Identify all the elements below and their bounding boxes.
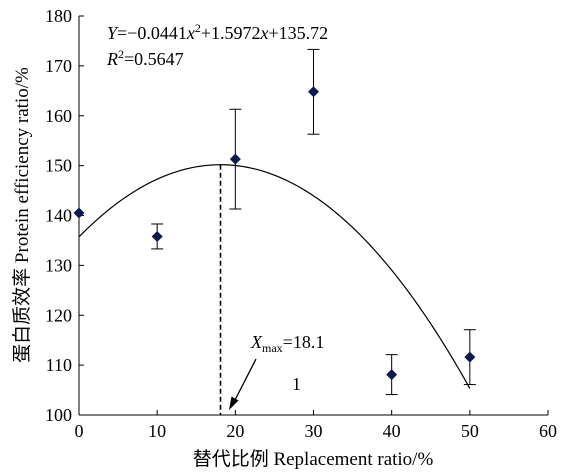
x-tick-label: 50 [461,421,479,441]
y-tick-label: 110 [46,355,72,375]
xmax-arrow [234,358,257,401]
data-point [73,207,85,219]
y-tick-label: 170 [45,56,72,76]
data-point [464,351,476,363]
fit-equation: Y=−0.0441x2+1.5972x+135.72 [107,21,328,43]
y-tick-label: 150 [45,156,72,176]
y-tick-label: 180 [45,6,72,26]
y-tick-label: 160 [45,106,72,126]
data-point [151,230,163,242]
data-point [308,86,319,98]
data-point [386,369,398,381]
xmax-arrow-head [229,396,239,410]
r-squared-label: R2=0.5647 [106,47,184,69]
label-one: 1 [292,374,301,394]
x-axis-title: 替代比例 Replacement ratio/% [193,448,434,470]
x-tick-label: 0 [75,421,84,441]
data-point [229,153,241,165]
data-markers [73,86,476,381]
y-axis-title: 蛋白质效率 Protein efficiency ratio/% [11,67,33,363]
y-tick-label: 130 [45,255,72,275]
fit-curve [79,164,471,389]
x-tick-label: 30 [305,421,323,441]
axis-ticks: 0 10 20 30 40 50 60 100 110 120 130 140 150 160 170 180 [45,6,557,441]
xmax-label: Xmax=18.1 [250,332,324,355]
y-tick-label: 100 [45,405,72,425]
x-tick-label: 40 [383,421,401,441]
x-tick-label: 10 [148,421,166,441]
y-tick-label: 140 [45,206,72,226]
x-tick-label: 60 [539,421,557,441]
y-tick-label: 120 [45,305,72,325]
x-tick-label: 20 [226,421,244,441]
